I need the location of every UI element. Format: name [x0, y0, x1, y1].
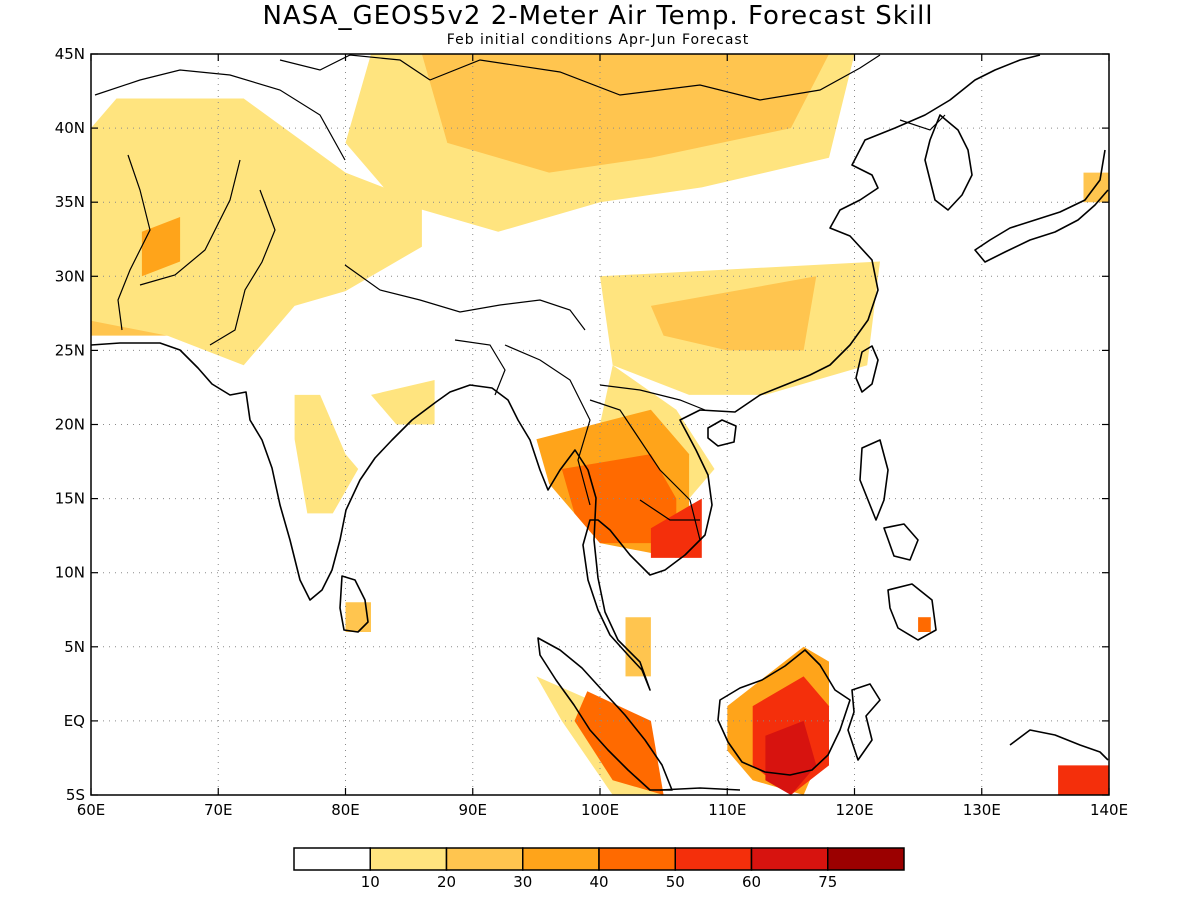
skill-region-2: [91, 98, 422, 366]
coastline-sulawesi: [847, 683, 881, 761]
border-myanmar: [504, 344, 591, 506]
lon-tick-label: 120E: [835, 801, 873, 819]
colorbar-swatch: [293, 847, 371, 871]
colorbar-tick-label: 60: [742, 873, 761, 891]
border-mongolia: [429, 54, 881, 101]
colorbar-tick-label: 30: [513, 873, 532, 891]
skill-region-19: [1058, 765, 1109, 795]
coastline-sri-lanka: [339, 575, 369, 633]
colorbar-tick-label: 50: [666, 873, 685, 891]
skill-region-10: [371, 380, 435, 425]
colorbar-swatch: [598, 847, 676, 871]
lat-tick-label: 5N: [64, 638, 85, 656]
colorbar-swatch: [750, 847, 829, 871]
coastline-korea: [924, 114, 973, 211]
skill-region-13: [650, 498, 702, 558]
border-central-asia: [94, 69, 346, 161]
coastline-new-guinea: [1009, 729, 1109, 761]
border-thailand-laos: [589, 399, 701, 541]
skill-region-5: [421, 54, 829, 173]
lon-tick-label: 140E: [1090, 801, 1128, 819]
colorbar-swatch: [827, 847, 905, 871]
skill-region-7: [650, 276, 817, 351]
lat-tick-label: 5S: [66, 786, 85, 804]
colorbar-swatch: [369, 847, 448, 871]
coastline-luzon: [859, 439, 889, 521]
border-china-vietnam: [599, 384, 706, 411]
lat-tick-label: EQ: [64, 712, 85, 730]
map-plot-area: [91, 54, 1109, 795]
coastline-taiwan: [855, 345, 879, 393]
map-title: NASA_GEOS5v2 2-Meter Air Temp. Forecast …: [262, 1, 933, 31]
border-bangladesh: [454, 339, 506, 396]
lat-tick-label: 35N: [55, 193, 85, 211]
lat-tick-label: 30N: [55, 267, 85, 285]
border-kazakhstan-china: [279, 54, 431, 81]
coastline-japan: [974, 149, 1109, 263]
skill-region-15: [574, 691, 664, 795]
lon-tick-label: 90E: [458, 801, 487, 819]
border-china-korea: [899, 114, 946, 131]
skill-region-21: [918, 617, 931, 632]
lat-tick-label: 45N: [55, 45, 85, 63]
colorbar-tick-label: 75: [818, 873, 837, 891]
coastline-borneo: [717, 649, 851, 776]
colorbar-swatch: [674, 847, 753, 871]
colorbar-tick-label: 20: [437, 873, 456, 891]
colorbar: 10 20 30 40 50 60 75: [293, 847, 905, 891]
coastline-visayas: [883, 523, 919, 561]
coastline-mindanao: [887, 583, 937, 641]
skill-region-18: [765, 720, 817, 795]
lat-tick-label: 25N: [55, 341, 85, 359]
axis-ticks-layer: 60E 70E 80E 90E 100E 110E 120E 130E 140E 45N 40N 35…: [55, 45, 1128, 819]
border-afghanistan-pakistan: [139, 159, 241, 286]
colorbar-tick-label: 10: [361, 873, 380, 891]
coastline-asia-mainland: [91, 54, 1041, 691]
lon-tick-label: 100E: [581, 801, 619, 819]
colorbar-swatch: [522, 847, 600, 871]
border-iran-afghanistan: [117, 154, 151, 331]
lon-tick-label: 60E: [77, 801, 106, 819]
lat-tick-label: 20N: [55, 416, 85, 434]
skill-region-3: [141, 217, 181, 277]
coastlines-layer: [91, 54, 1109, 791]
border-himalaya: [344, 264, 586, 331]
country-borders-layer: [94, 54, 946, 541]
lat-tick-label: 10N: [55, 564, 85, 582]
lat-tick-label: 40N: [55, 119, 85, 137]
border-cambodia: [639, 499, 700, 521]
skill-region-22: [625, 617, 651, 677]
colorbar-swatch: [445, 847, 524, 871]
border-pakistan-india: [209, 189, 276, 346]
skill-shading-layer: [91, 54, 1109, 795]
lon-tick-label: 110E: [708, 801, 746, 819]
lat-tick-label: 15N: [55, 490, 85, 508]
lon-tick-label: 70E: [204, 801, 233, 819]
lon-tick-label: 80E: [331, 801, 360, 819]
map-subtitle: Feb initial conditions Apr-Jun Forecast: [447, 32, 749, 48]
coastline-hainan: [707, 419, 737, 447]
lon-tick-label: 130E: [963, 801, 1001, 819]
colorbar-tick-label: 40: [589, 873, 608, 891]
skill-region-9: [294, 394, 359, 514]
